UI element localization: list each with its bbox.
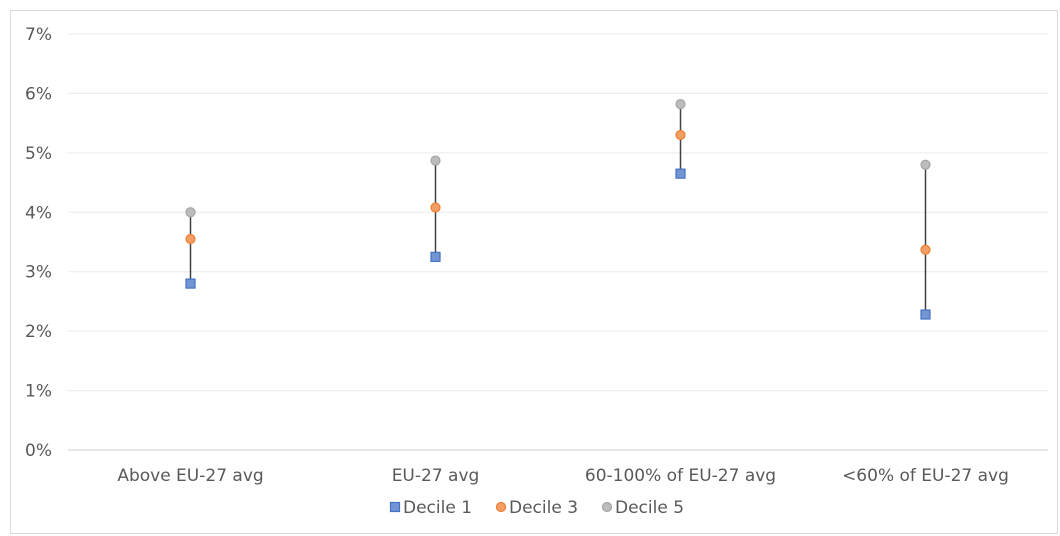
legend-label: Decile 5: [615, 498, 684, 518]
data-point-decile-5: [920, 159, 931, 170]
data-point-decile-5: [675, 99, 686, 110]
data-point-decile-1: [920, 309, 931, 320]
x-category-label: 60-100% of EU-27 avg: [585, 466, 776, 486]
y-tick-label: 1%: [25, 382, 52, 402]
y-tick-label: 0%: [25, 441, 52, 461]
legend[interactable]: Decile 1 Decile 3 Decile 5: [389, 498, 685, 518]
y-tick-label: 5%: [25, 144, 52, 164]
x-axis: Above EU-27 avg EU-27 avg 60-100% of EU-27…: [117, 466, 1009, 486]
y-tick-label: 6%: [25, 84, 52, 104]
x-category-label: <60% of EU-27 avg: [842, 466, 1009, 486]
x-category-label: EU-27 avg: [392, 466, 480, 486]
y-tick-label: 4%: [25, 203, 52, 223]
data-point-decile-1: [675, 168, 686, 179]
range-lines: [189, 104, 927, 315]
y-tick-label: 2%: [25, 322, 52, 342]
data-point-decile-3: [920, 244, 931, 255]
y-axis: 0% 1% 2% 3% 4% 5% 6% 7%: [25, 25, 52, 461]
gridlines: [68, 33, 1048, 451]
legend-item[interactable]: Decile 1: [389, 498, 473, 518]
y-tick-label: 3%: [25, 263, 52, 283]
data-points: [185, 99, 931, 320]
data-point-decile-3: [185, 233, 196, 245]
legend-label: Decile 1: [403, 498, 472, 518]
data-point-decile-5: [185, 207, 196, 218]
legend-marker-decile-1: [389, 501, 401, 513]
legend-item[interactable]: Decile 5: [601, 498, 685, 518]
data-point-decile-3: [675, 129, 686, 141]
data-point-decile-1: [430, 251, 441, 262]
legend-label: Decile 3: [509, 498, 578, 518]
legend-item[interactable]: Decile 3: [495, 498, 579, 518]
data-point-decile-5: [430, 155, 441, 166]
legend-marker-decile-5: [601, 501, 613, 513]
data-point-decile-3: [430, 202, 441, 213]
data-point-decile-1: [185, 278, 196, 289]
y-tick-label: 7%: [25, 25, 52, 45]
legend-marker-decile-3: [495, 501, 507, 513]
x-category-label: Above EU-27 avg: [117, 466, 263, 486]
